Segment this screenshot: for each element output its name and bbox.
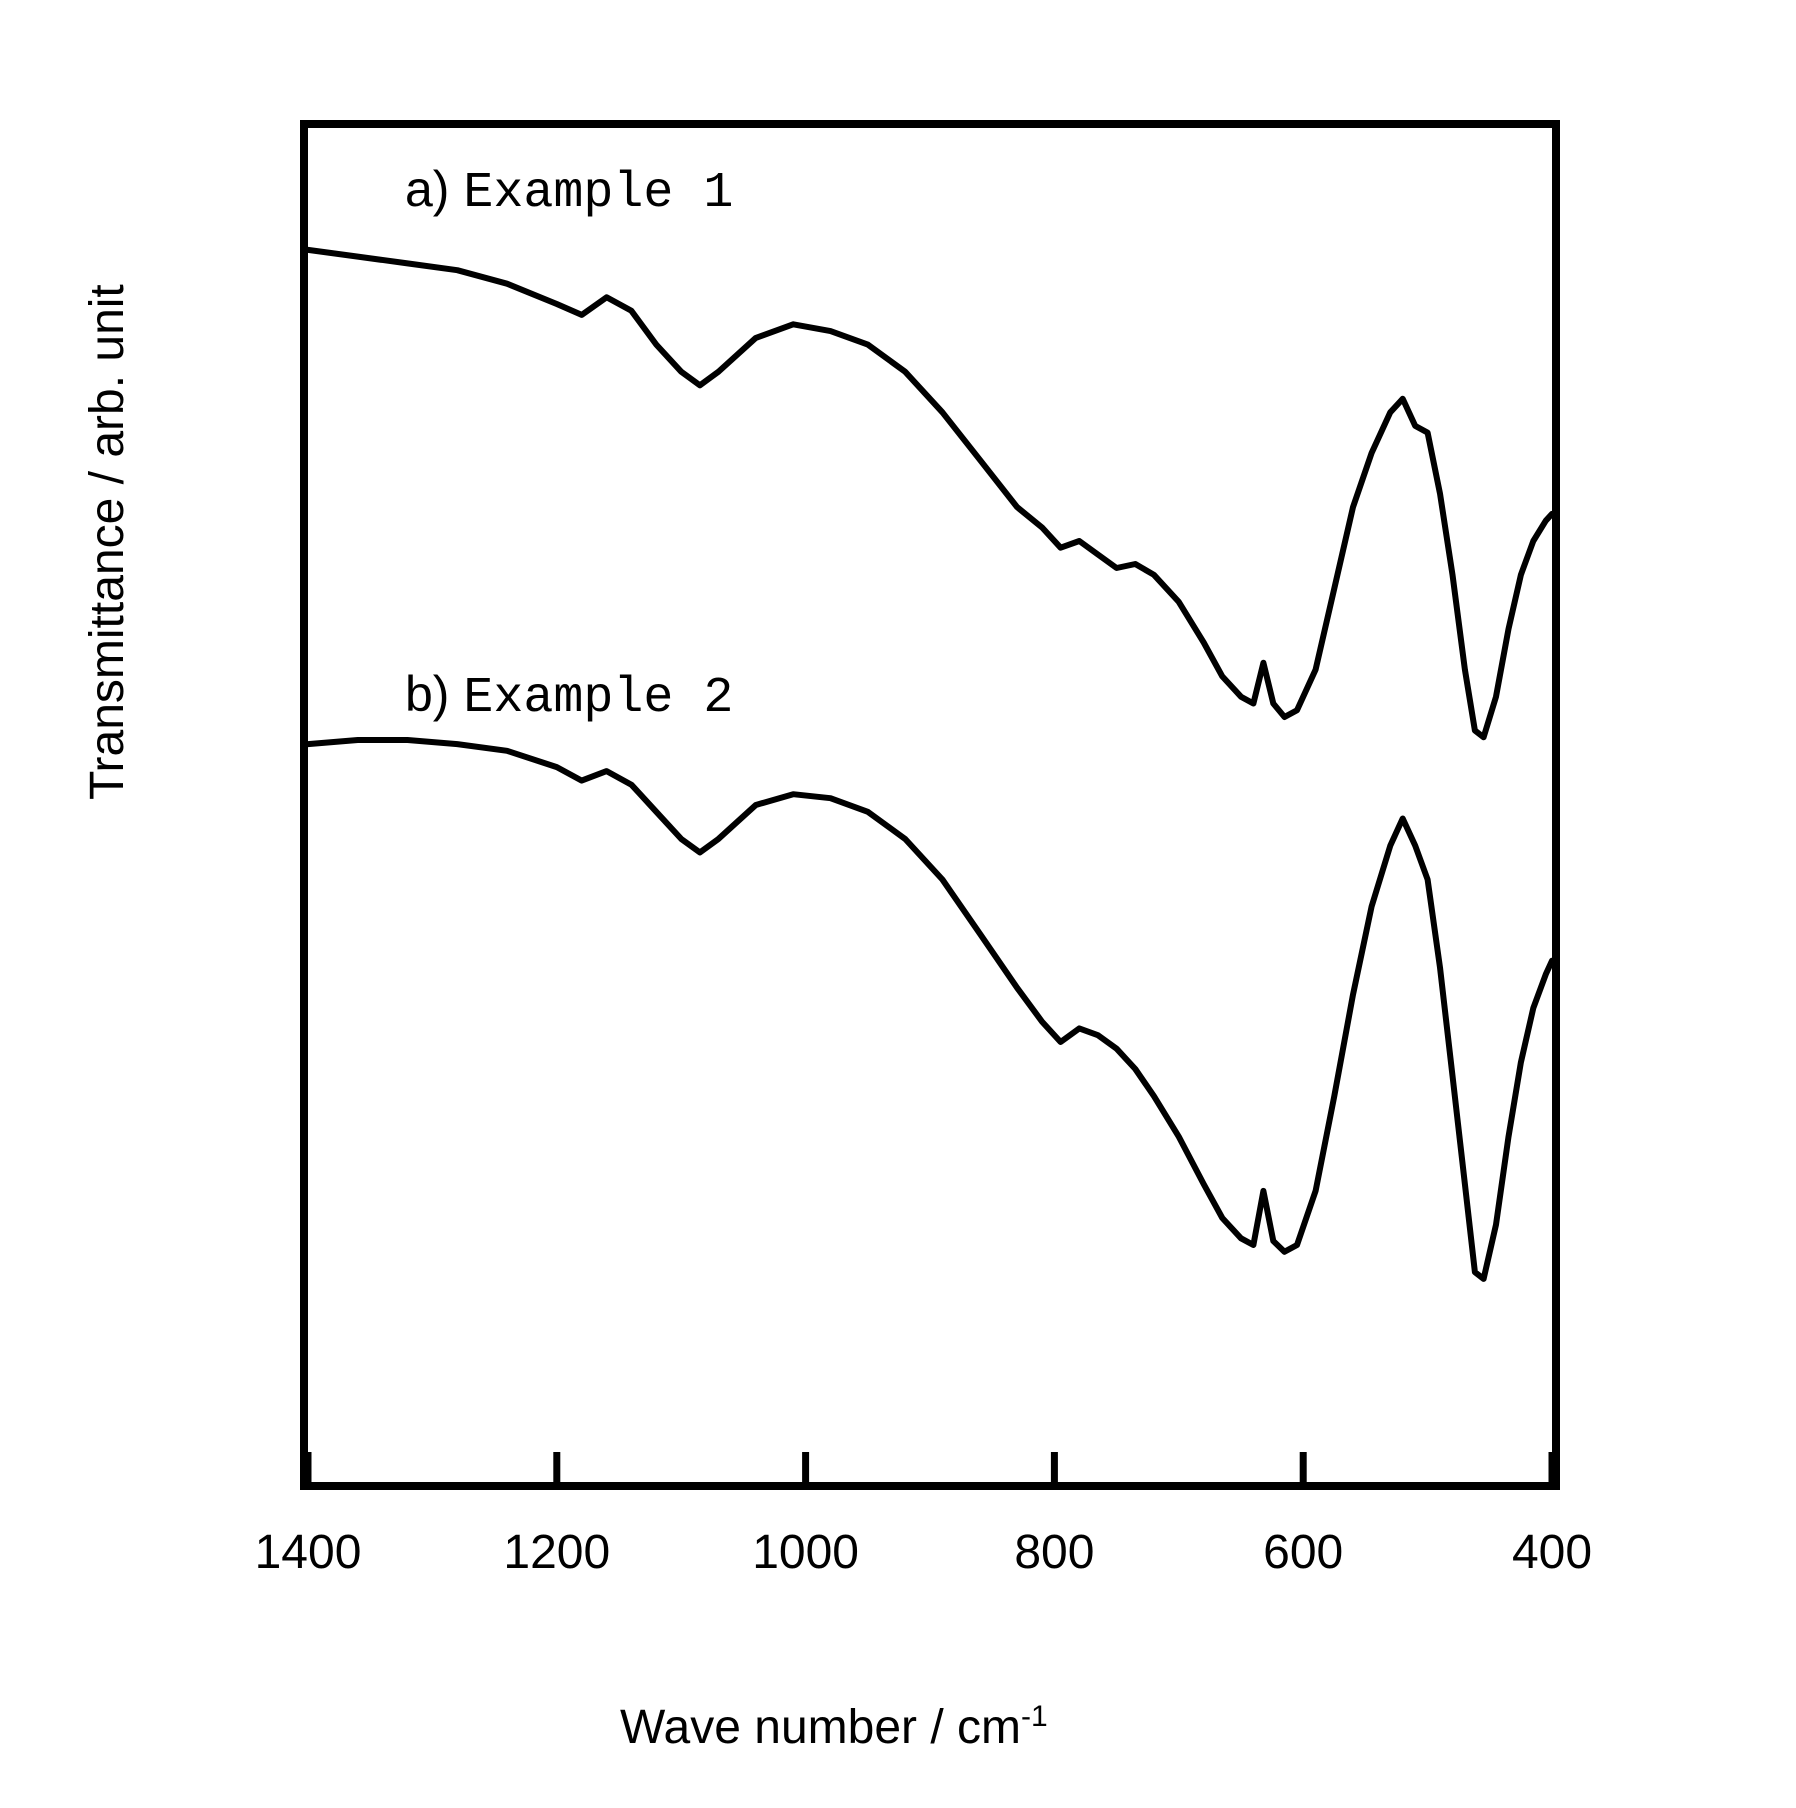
plot-area <box>300 120 1560 1490</box>
ir-spectrum-chart: Transmittance / arb. unit Wave number / … <box>0 0 1796 1808</box>
x-tick-label: 1200 <box>497 1525 617 1580</box>
series-name-a: Example 1 <box>463 165 733 222</box>
series-letter-b: b) <box>405 666 463 722</box>
series-label-a: a) Example 1 <box>405 160 733 222</box>
series-label-b: b) Example 2 <box>405 665 733 727</box>
chart-svg <box>308 128 1552 1482</box>
series-name-b: Example 2 <box>463 670 733 727</box>
x-tick-label: 1400 <box>248 1525 368 1580</box>
x-tick-label: 1000 <box>746 1525 866 1580</box>
series-letter-a: a) <box>405 161 463 217</box>
x-tick-label: 400 <box>1492 1525 1612 1580</box>
x-tick-label: 800 <box>994 1525 1114 1580</box>
x-tick-label: 600 <box>1243 1525 1363 1580</box>
y-axis-label: Transmittance / arb. unit <box>80 284 135 800</box>
x-axis-label: Wave number / cm-1 <box>620 1700 1048 1755</box>
series-curve-b <box>308 740 1552 1279</box>
